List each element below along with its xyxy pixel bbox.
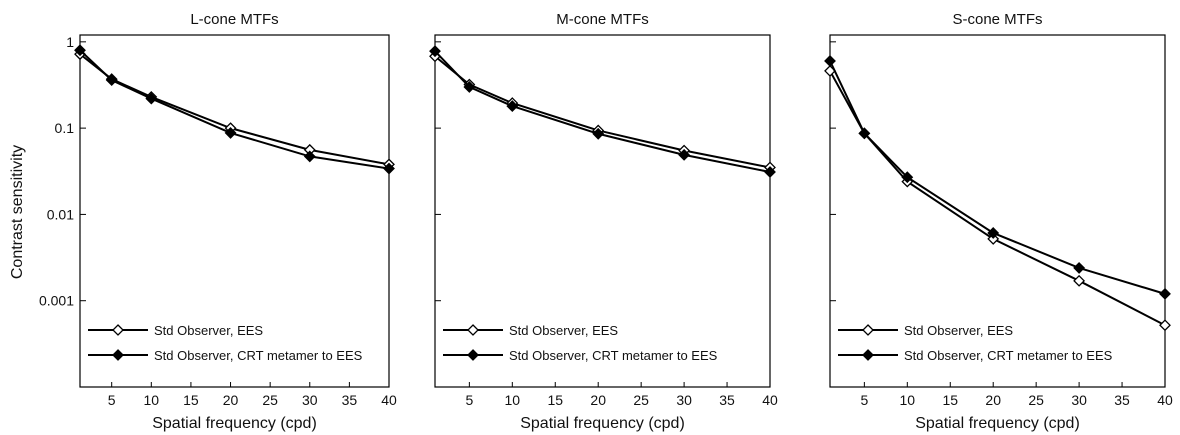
series-line-1 — [829, 70, 1166, 327]
x-axis-label: Spatial frequency (cpd) — [152, 415, 317, 432]
chart-panel-1: L-cone MTFs 5 10 15 20 25 30 35 40 Spatial freque… — [39, 11, 397, 432]
chart-panel-3: S-cone MTFs 5 10 15 20 25 30 35 40 Spatial freque… — [824, 11, 1173, 432]
x-tick-label: 35 — [1114, 392, 1130, 408]
series-line-1 — [79, 53, 390, 166]
y-tick-label: 0.001 — [39, 293, 74, 309]
legend-label: Std Observer, CRT metamer to EES — [904, 348, 1113, 363]
x-tick-label: 5 — [860, 392, 868, 408]
series-line-2 — [829, 60, 1166, 295]
filled-diamond-marker — [145, 92, 158, 105]
chart-title: L-cone MTFs — [190, 11, 278, 28]
filled-diamond-marker — [74, 44, 86, 57]
x-tick-label: 5 — [465, 392, 473, 408]
x-tick-label: 25 — [1028, 392, 1044, 408]
x-axis-label: Spatial frequency (cpd) — [520, 415, 685, 432]
legend-marker — [467, 349, 479, 361]
filled-diamond-marker — [105, 74, 118, 87]
x-tick-label: 35 — [719, 392, 735, 408]
legend: Std Observer, EES Std Observer, CRT metam… — [443, 323, 718, 363]
x-axis-label: Spatial frequency (cpd) — [915, 415, 1080, 432]
x-tick-label: 20 — [590, 392, 606, 408]
filled-diamond-marker — [383, 162, 395, 175]
y-tick-label: 0.1 — [55, 120, 75, 136]
x-tick-label: 40 — [1157, 392, 1173, 408]
filled-diamond-marker — [901, 171, 914, 184]
filled-diamond-marker — [303, 150, 316, 163]
open-diamond-marker — [1073, 274, 1086, 287]
x-tick-label: 15 — [183, 392, 199, 408]
x-tick-label: 30 — [1071, 392, 1087, 408]
legend-marker — [112, 349, 124, 361]
legend-label: Std Observer, EES — [904, 323, 1013, 338]
series-line-2 — [79, 49, 390, 170]
series-line-1 — [434, 55, 771, 169]
legend-label: Std Observer, CRT metamer to EES — [154, 348, 363, 363]
chart-title: S-cone MTFs — [952, 11, 1042, 28]
legend-marker — [862, 324, 874, 336]
chart-panel-2: M-cone MTFs 5 10 15 20 25 30 35 40 Spatial freque… — [429, 11, 778, 432]
x-tick-label: 10 — [900, 392, 916, 408]
plot-frame — [434, 34, 771, 388]
legend: Std Observer, EES Std Observer, CRT metam… — [88, 323, 363, 363]
x-tick-label: 20 — [223, 392, 239, 408]
legend: Std Observer, EES Std Observer, CRT metam… — [838, 323, 1113, 363]
filled-diamond-marker — [1073, 261, 1086, 274]
open-diamond-marker — [1159, 319, 1171, 332]
filled-diamond-marker — [987, 227, 1000, 239]
x-tick-label: 35 — [342, 392, 358, 408]
x-tick-label: 30 — [676, 392, 692, 408]
x-tick-label: 20 — [985, 392, 1001, 408]
x-tick-label: 5 — [108, 392, 116, 408]
filled-diamond-marker — [1159, 287, 1171, 300]
legend-marker — [112, 324, 124, 336]
filled-diamond-marker — [429, 45, 441, 58]
legend-label: Std Observer, EES — [154, 323, 263, 338]
x-tick-label: 15 — [547, 392, 563, 408]
x-tick-label: 40 — [381, 392, 397, 408]
chart-title: M-cone MTFs — [556, 11, 649, 28]
x-tick-label: 15 — [942, 392, 958, 408]
filled-diamond-marker — [592, 127, 605, 140]
x-tick-label: 40 — [762, 392, 778, 408]
filled-diamond-marker — [506, 100, 519, 113]
filled-diamond-marker — [678, 148, 691, 161]
x-tick-label: 30 — [302, 392, 318, 408]
legend-marker — [862, 349, 874, 361]
filled-diamond-marker — [858, 127, 871, 140]
filled-diamond-marker — [224, 126, 237, 139]
x-tick-label: 25 — [262, 392, 278, 408]
series-line-2 — [434, 50, 771, 173]
y-axis-label: Contrast sensitivity — [9, 145, 26, 279]
filled-diamond-marker — [824, 55, 836, 67]
x-tick-label: 25 — [633, 392, 649, 408]
y-tick-label: 1 — [66, 34, 74, 50]
legend-label: Std Observer, CRT metamer to EES — [509, 348, 718, 363]
legend-label: Std Observer, EES — [509, 323, 618, 338]
x-tick-label: 10 — [505, 392, 521, 408]
x-tick-label: 10 — [144, 392, 160, 408]
filled-diamond-marker — [463, 81, 476, 93]
filled-diamond-marker — [764, 166, 776, 178]
plot-frame — [79, 34, 390, 388]
y-tick-label: 0.01 — [47, 206, 74, 222]
open-diamond-marker — [987, 233, 1000, 245]
plot-frame — [829, 34, 1166, 388]
legend-marker — [467, 324, 479, 336]
